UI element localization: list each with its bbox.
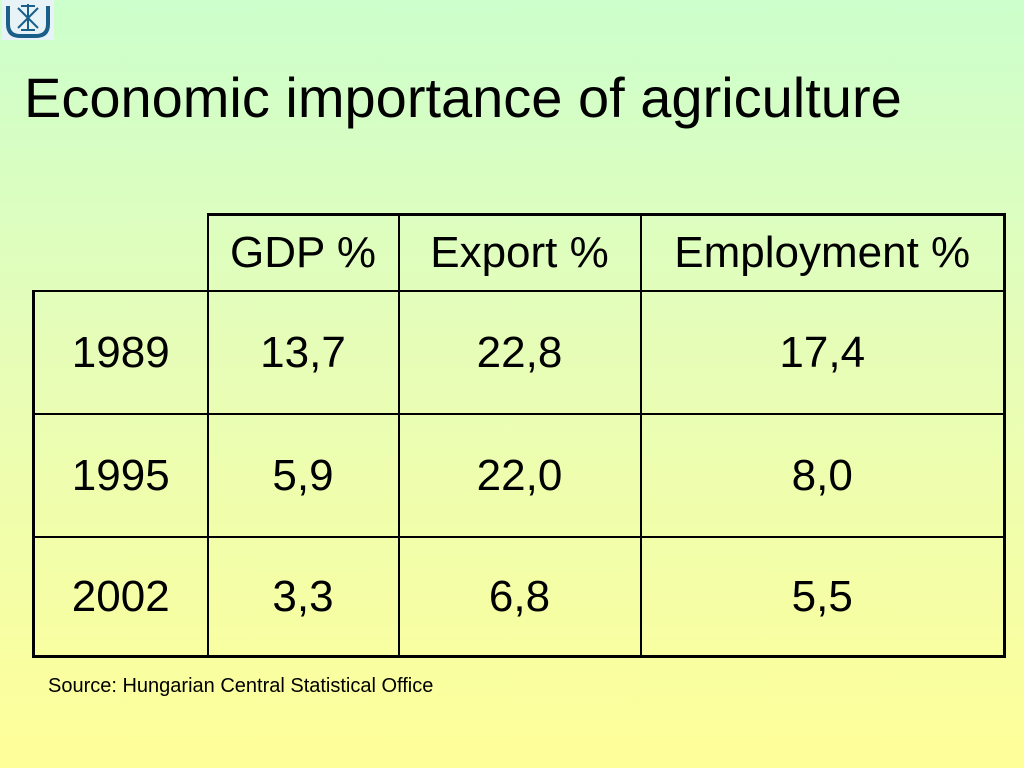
cell-export: 22,0 xyxy=(397,413,642,538)
header-export: Export % xyxy=(397,213,642,292)
table-row: 1995 5,9 22,0 8,0 xyxy=(32,413,1006,538)
header-employment: Employment % xyxy=(639,213,1006,292)
cell-export: 6,8 xyxy=(397,536,642,658)
header-gdp: GDP % xyxy=(206,213,400,292)
cell-gdp: 13,7 xyxy=(206,290,400,415)
row-year: 1995 xyxy=(32,413,209,538)
cell-employment: 17,4 xyxy=(639,290,1006,415)
row-year: 1989 xyxy=(32,290,209,415)
source-note: Source: Hungarian Central Statistical Of… xyxy=(48,675,434,697)
table-row: 2002 3,3 6,8 5,5 xyxy=(32,536,1006,658)
table-row: 1989 13,7 22,8 17,4 xyxy=(32,290,1006,415)
cell-employment: 8,0 xyxy=(639,413,1006,538)
row-year: 2002 xyxy=(32,536,209,658)
logo-stroke-diagonal-b xyxy=(17,7,39,29)
agriculture-data-table: GDP % Export % Employment % 1989 13,7 22… xyxy=(32,213,1006,658)
logo-u-shape xyxy=(6,6,50,38)
table-corner-cell xyxy=(33,214,209,292)
slide-title: Economic importance of agriculture xyxy=(24,66,902,129)
table-header-row: GDP % Export % Employment % xyxy=(33,213,1006,292)
cell-gdp: 3,3 xyxy=(206,536,400,658)
university-emblem-icon xyxy=(2,0,54,40)
university-logo-icon xyxy=(2,0,54,40)
cell-gdp: 5,9 xyxy=(206,413,400,538)
cell-export: 22,8 xyxy=(397,290,642,415)
cell-employment: 5,5 xyxy=(639,536,1006,658)
